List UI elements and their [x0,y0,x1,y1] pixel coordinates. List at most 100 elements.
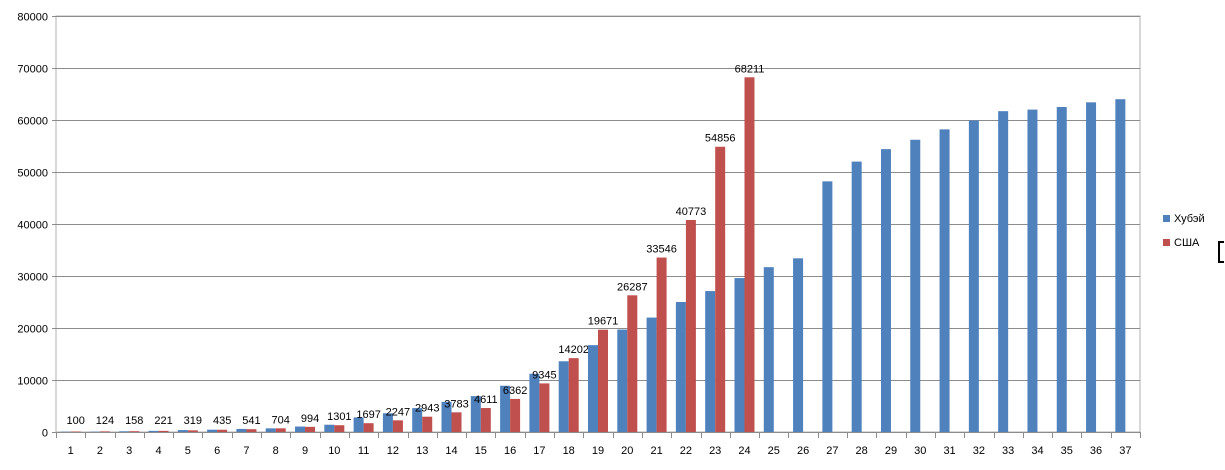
bar-hubei [998,111,1009,432]
data-label-usa: 6362 [503,385,527,397]
bar-hubei [412,408,423,432]
x-tick-label: 10 [328,445,340,457]
bar-usa [510,398,521,432]
x-tick-label: 17 [533,445,545,457]
data-label-usa: 4611 [474,394,498,406]
data-label-usa: 40773 [676,206,707,218]
bar-hubei [529,373,540,432]
bar-usa [334,425,345,432]
x-tick-label: 9 [302,445,308,457]
x-tick-label: 31 [943,445,955,457]
bar-hubei [177,430,188,432]
bar-hubei [822,181,833,432]
bar-hubei [119,431,130,432]
bar-usa [744,77,755,433]
y-tick-label: 10000 [17,376,48,388]
x-tick-label: 28 [856,445,868,457]
y-tick-label: 70000 [17,64,48,76]
data-label-usa: 26287 [617,281,648,293]
bar-hubei [1056,107,1067,432]
x-tick-label: 24 [738,445,750,457]
bar-hubei [617,329,628,432]
x-tick-label: 6 [214,445,220,457]
data-label-usa: 14202 [558,344,589,356]
data-label-usa: 124 [96,415,114,427]
data-label-usa: 541 [242,415,260,427]
y-tick-label: 80000 [17,12,48,24]
bar-hubei [207,429,218,432]
legend-label: Хубэй [1174,213,1205,225]
bar-usa [275,428,286,432]
x-tick-label: 20 [621,445,633,457]
x-tick-label: 3 [126,445,132,457]
bar-hubei [148,430,159,432]
bar-hubei [880,149,891,432]
bar-hubei [588,345,598,432]
bar-usa [158,430,169,432]
data-label-usa: 100 [66,415,84,427]
x-tick-label: 16 [504,445,516,457]
x-tick-label: 2 [97,445,103,457]
legend-swatch [1163,215,1170,222]
data-label-usa: 221 [154,415,172,427]
bar-usa [627,295,638,432]
bar-hubei [1115,99,1126,432]
x-tick-label: 19 [592,445,604,457]
x-tick-label: 13 [416,445,428,457]
bar-hubei [851,161,862,432]
bar-hubei [646,317,657,432]
bar-hubei [441,401,452,432]
bar-hubei [236,428,247,432]
bar-usa [70,431,81,432]
x-tick-label: 33 [1002,445,1014,457]
bar-hubei [910,139,921,432]
y-tick-label: 40000 [17,220,48,232]
x-tick-label: 1 [68,445,74,457]
x-tick-label: 29 [885,445,897,457]
x-tick-label: 37 [1119,445,1131,457]
bar-usa [656,257,667,432]
bar-usa [539,383,550,432]
bar-usa [715,146,726,433]
legend-label: США [1174,237,1200,249]
data-label-usa: 33546 [646,244,677,256]
bar-usa [187,430,198,432]
x-tick-label: 21 [650,445,662,457]
x-tick-label: 4 [155,445,161,457]
bar-hubei [763,267,774,432]
bar-usa [598,329,608,432]
x-tick-label: 15 [475,445,487,457]
bar-usa [422,416,433,432]
x-tick-label: 34 [1031,445,1043,457]
bar-usa [392,420,403,432]
legend-swatch [1163,239,1170,246]
data-label-usa: 19671 [588,316,619,328]
x-tick-label: 7 [243,445,249,457]
x-tick-label: 5 [185,445,191,457]
data-label-usa: 704 [272,414,290,426]
x-tick-label: 14 [445,445,457,457]
x-tick-label: 8 [273,445,279,457]
bar-usa [363,423,374,432]
x-tick-label: 11 [358,445,369,457]
data-label-usa: 319 [184,415,202,427]
bar-usa [685,219,696,432]
x-tick-label: 12 [387,445,399,457]
bar-hubei [968,120,979,433]
data-label-usa: 1301 [327,411,351,423]
bar-usa [305,426,316,432]
y-tick-label: 60000 [17,116,48,128]
bar-usa [246,429,257,432]
data-label-usa: 2943 [415,403,439,415]
bar-hubei [353,417,364,432]
bar-usa [568,358,579,432]
bar-hubei [382,413,393,432]
window-edge-bracket [1218,241,1224,263]
y-tick-label: 30000 [17,272,48,284]
bar-usa [129,431,140,432]
bar-hubei [324,424,335,432]
x-tick-label: 22 [680,445,692,457]
x-tick-label: 23 [709,445,721,457]
data-label-usa: 54856 [705,133,736,145]
